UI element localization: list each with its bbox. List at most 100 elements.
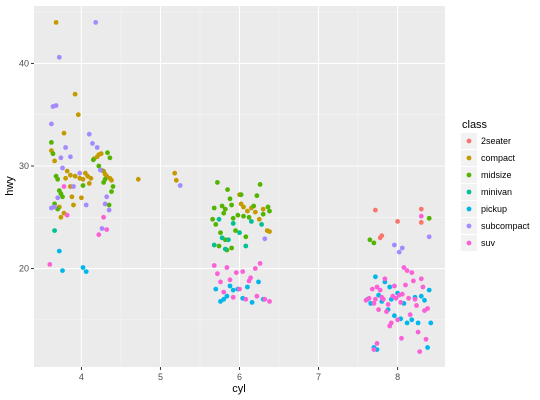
point-suv: [215, 271, 220, 277]
point-compact: [64, 168, 70, 174]
point-subcompact: [104, 194, 110, 200]
point-midsize: [229, 202, 235, 208]
point-minivan: [249, 219, 254, 224]
point-compact: [52, 158, 57, 164]
point-midsize: [50, 151, 56, 157]
point-suv: [406, 295, 411, 301]
point-suv: [374, 284, 380, 290]
point-suv: [230, 294, 236, 300]
legend-label-minivan: minivan: [481, 187, 512, 197]
point-compact: [61, 130, 67, 136]
point-midsize: [260, 211, 266, 217]
point-midsize: [238, 192, 244, 198]
point-pickup: [404, 320, 410, 326]
point-suv: [104, 227, 110, 233]
point-midsize: [267, 208, 272, 214]
point-compact: [63, 175, 68, 181]
point-suv: [409, 270, 415, 275]
point-suv: [417, 349, 423, 354]
point-minivan: [222, 246, 228, 252]
legend-swatch-minivan: [466, 189, 472, 195]
point-2seater: [373, 207, 378, 213]
point-pickup: [373, 274, 378, 280]
point-suv: [254, 293, 260, 299]
point-subcompact: [90, 141, 95, 146]
point-midsize: [371, 240, 377, 246]
legend-swatch-midsize: [466, 172, 472, 178]
point-suv: [47, 262, 53, 267]
point-pickup: [83, 269, 89, 274]
point-pickup: [221, 296, 227, 302]
point-compact: [72, 173, 78, 179]
point-suv: [374, 341, 380, 346]
point-compact: [260, 206, 266, 212]
point-suv: [267, 299, 272, 304]
point-suv: [399, 291, 405, 297]
point-pickup: [422, 297, 427, 303]
point-midsize: [233, 228, 238, 234]
point-midsize: [229, 245, 235, 251]
point-subcompact: [53, 103, 59, 108]
point-subcompact: [63, 145, 68, 150]
point-minivan: [243, 243, 249, 249]
point-midsize: [110, 184, 116, 189]
point-suv: [243, 296, 249, 302]
point-compact: [102, 171, 108, 177]
point-compact: [88, 175, 94, 181]
point-subcompact: [94, 145, 100, 150]
point-suv: [218, 279, 223, 285]
point-compact: [58, 214, 64, 220]
x-tick-label: 8: [395, 372, 400, 382]
point-midsize: [243, 234, 249, 240]
point-subcompact: [83, 202, 89, 208]
point-2seater: [395, 219, 400, 224]
point-compact: [252, 209, 258, 215]
point-subcompact: [55, 195, 61, 201]
point-midsize: [221, 210, 227, 216]
point-subcompact: [98, 167, 103, 173]
point-midsize: [215, 180, 220, 185]
point-compact: [75, 112, 81, 118]
point-midsize: [219, 203, 225, 209]
legend: class 2seater compact midsize minivan pickup…: [461, 119, 530, 251]
point-minivan: [52, 228, 57, 234]
point-suv: [388, 320, 394, 326]
point-suv: [224, 265, 230, 270]
x-tick-label: 4: [79, 372, 84, 382]
point-pickup: [60, 268, 65, 273]
point-suv: [240, 269, 246, 274]
point-midsize: [254, 193, 260, 199]
point-midsize: [109, 189, 114, 195]
legend-swatch-compact: [466, 155, 472, 161]
point-compact: [53, 20, 59, 25]
point-suv: [366, 295, 372, 301]
point-suv: [227, 277, 233, 283]
legend-label-subcompact: subcompact: [481, 221, 530, 231]
point-2seater: [418, 206, 424, 212]
point-suv: [61, 184, 67, 189]
point-midsize: [80, 183, 86, 188]
point-suv: [395, 317, 400, 323]
point-midsize: [55, 176, 61, 182]
point-2seater: [418, 220, 424, 225]
point-suv: [392, 283, 397, 289]
gridlines: [34, 6, 445, 367]
legend-swatch-2seater: [466, 138, 472, 144]
point-2seater: [379, 233, 385, 239]
point-suv: [101, 214, 106, 220]
point-pickup: [392, 313, 397, 319]
point-pickup: [56, 248, 62, 254]
point-suv: [393, 295, 399, 301]
point-compact: [256, 216, 262, 222]
point-midsize: [213, 222, 219, 227]
point-subcompact: [71, 184, 76, 189]
point-suv: [401, 265, 407, 270]
point-suv: [382, 276, 388, 282]
point-subcompact: [49, 205, 54, 211]
point-suv: [423, 336, 429, 342]
point-suv: [369, 286, 375, 292]
point-compact: [72, 91, 78, 97]
y-axis-title: hwy: [4, 176, 16, 196]
point-pickup: [418, 293, 424, 299]
